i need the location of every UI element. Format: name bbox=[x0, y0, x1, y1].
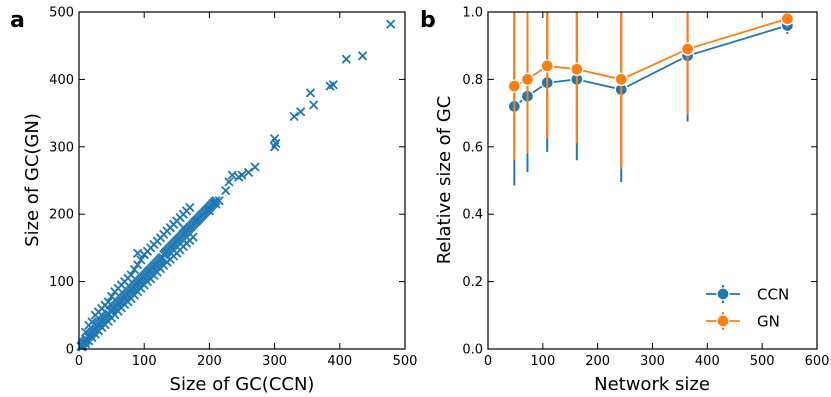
panel-a-frame bbox=[78, 11, 406, 350]
scatter-point bbox=[185, 202, 195, 213]
scatter-point bbox=[296, 107, 306, 117]
scatter-point bbox=[188, 232, 198, 242]
scatter-point bbox=[341, 54, 351, 64]
data-point bbox=[520, 72, 535, 87]
scatter-point bbox=[133, 260, 143, 270]
x-tick-label: 0 bbox=[75, 354, 83, 369]
scatter-point bbox=[136, 255, 146, 265]
scatter-point bbox=[214, 196, 224, 206]
data-point bbox=[680, 42, 695, 56]
panel-a-label: a bbox=[10, 8, 25, 33]
y-tick-label: 1.0 bbox=[462, 6, 483, 21]
panel-b-legend: CCN GN bbox=[706, 285, 789, 331]
y-tick-label: 100 bbox=[49, 275, 74, 290]
y-tick-label: 300 bbox=[49, 140, 74, 155]
panel-a-y-axis-label: Size of GC(GN) bbox=[22, 113, 43, 247]
x-tick-label: 100 bbox=[132, 354, 157, 369]
panel-b-label: b bbox=[420, 8, 436, 33]
scatter-point bbox=[309, 100, 319, 110]
scatter-point bbox=[271, 138, 281, 149]
scatter-point bbox=[305, 88, 316, 98]
panel-a-x-ticks: 0 100 200 300 400 500 bbox=[75, 12, 418, 369]
scatter-point bbox=[289, 111, 299, 122]
data-point bbox=[507, 79, 521, 93]
panel-a-points bbox=[76, 19, 396, 352]
data-point bbox=[614, 72, 628, 87]
scatter-point bbox=[106, 291, 117, 302]
scatter-point bbox=[178, 223, 188, 233]
y-tick-label: 0.4 bbox=[462, 208, 483, 223]
x-tick-label: 200 bbox=[585, 354, 610, 369]
scatter-point bbox=[328, 80, 338, 90]
y-tick-label: 200 bbox=[49, 208, 74, 223]
x-tick-label: 100 bbox=[530, 354, 555, 369]
scatter-point bbox=[103, 297, 113, 307]
x-tick-label: 200 bbox=[197, 354, 222, 369]
x-tick-label: 400 bbox=[695, 354, 720, 369]
panel-a-x-axis-label: Size of GC(CCN) bbox=[170, 374, 315, 395]
y-tick-label: 0.0 bbox=[462, 343, 483, 358]
scatter-point bbox=[237, 170, 247, 180]
series-line bbox=[513, 17, 788, 87]
legend-label: GN bbox=[757, 313, 780, 331]
x-tick-label: 400 bbox=[327, 354, 352, 369]
x-tick-label: 600 bbox=[805, 354, 830, 369]
panel-b-x-axis-label: Network size bbox=[594, 374, 710, 395]
data-point bbox=[570, 62, 584, 76]
series-ccn bbox=[507, 12, 795, 186]
legend-item-ccn: CCN bbox=[706, 285, 789, 304]
panel-a: a 0 100 200 300 400 500 0 100 200 300 400 500 Size… bbox=[10, 6, 417, 396]
scatter-point bbox=[250, 162, 260, 172]
scatter-point bbox=[126, 270, 136, 280]
data-point bbox=[540, 59, 554, 73]
data-point bbox=[780, 12, 795, 26]
scatter-point bbox=[139, 250, 149, 260]
scatter-point bbox=[221, 185, 231, 196]
x-tick-label: 500 bbox=[750, 354, 775, 369]
panel-b-y-ticks: 0.0 0.2 0.4 0.6 0.8 1.0 bbox=[462, 6, 817, 358]
legend-marker bbox=[716, 314, 730, 328]
panel-b-y-axis-label: Relative size of GC bbox=[434, 96, 455, 265]
x-tick-label: 300 bbox=[262, 354, 287, 369]
y-tick-label: 0.6 bbox=[462, 140, 483, 155]
x-tick-label: 300 bbox=[640, 354, 665, 369]
x-tick-label: 500 bbox=[393, 354, 418, 369]
y-tick-label: 0.2 bbox=[462, 275, 483, 290]
panel-b-x-ticks: 0 100 200 300 400 500 600 bbox=[484, 12, 830, 369]
scatter-point bbox=[386, 19, 396, 29]
y-tick-label: 0.8 bbox=[462, 73, 483, 88]
scatter-point bbox=[191, 216, 201, 226]
scatter-point bbox=[87, 317, 97, 327]
scatter-point bbox=[224, 177, 234, 187]
y-tick-label: 0 bbox=[66, 343, 74, 358]
y-tick-label: 500 bbox=[49, 6, 74, 21]
x-tick-label: 0 bbox=[484, 354, 492, 369]
panel-b: b 0 100 200 300 400 500 600 0.0 0.2 0.4 0.6 0.8 1.0… bbox=[420, 6, 829, 396]
legend-item-gn: GN bbox=[706, 312, 780, 331]
scatter-point bbox=[211, 196, 221, 206]
legend-marker bbox=[716, 287, 730, 301]
panel-b-series bbox=[507, 12, 795, 186]
scatter-point bbox=[227, 170, 237, 180]
scatter-point bbox=[129, 264, 140, 275]
series-gn bbox=[507, 12, 795, 169]
y-tick-label: 400 bbox=[49, 73, 74, 88]
legend-label: CCN bbox=[757, 286, 789, 304]
panel-a-y-ticks: 0 100 200 300 400 500 bbox=[49, 6, 405, 358]
scatter-point bbox=[357, 51, 368, 61]
